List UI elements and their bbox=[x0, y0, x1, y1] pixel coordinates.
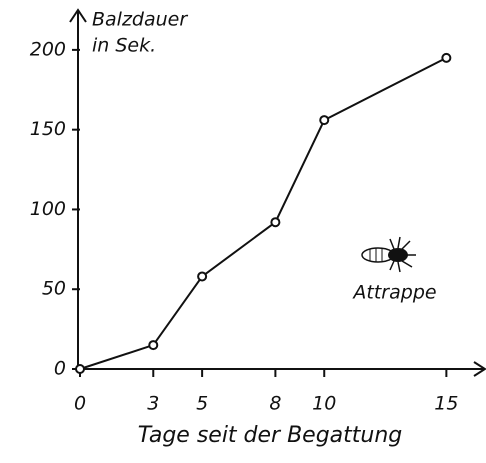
y-tick-label: 0 bbox=[54, 358, 66, 380]
point bbox=[320, 116, 328, 124]
point bbox=[198, 272, 206, 280]
y-axis-label: in Sek. bbox=[92, 35, 156, 57]
x-tick-label: 8 bbox=[269, 393, 281, 415]
y-tick-label: 150 bbox=[30, 118, 66, 140]
line bbox=[80, 58, 446, 369]
point bbox=[76, 365, 84, 373]
y-axis-label: Balzdauer bbox=[92, 9, 188, 31]
y-tick-label: 100 bbox=[30, 198, 66, 220]
x-tick-label: 5 bbox=[196, 393, 208, 415]
x-tick-label: 15 bbox=[434, 393, 458, 415]
x-tick-label: 10 bbox=[312, 393, 336, 415]
x-axis-label: Tage seit der Begattung bbox=[138, 423, 403, 448]
y-tick-label: 50 bbox=[42, 278, 66, 300]
point bbox=[442, 54, 450, 62]
bug-icon bbox=[362, 237, 416, 272]
point bbox=[149, 341, 157, 349]
y-tick-label: 200 bbox=[30, 38, 66, 60]
x-tick-label: 3 bbox=[147, 393, 159, 415]
annotation: Attrappe bbox=[351, 282, 436, 304]
chart: Balzdauer in Sek. Tage seit der Begattun… bbox=[0, 0, 486, 459]
point bbox=[271, 218, 279, 226]
x-tick-label: 0 bbox=[74, 393, 86, 415]
